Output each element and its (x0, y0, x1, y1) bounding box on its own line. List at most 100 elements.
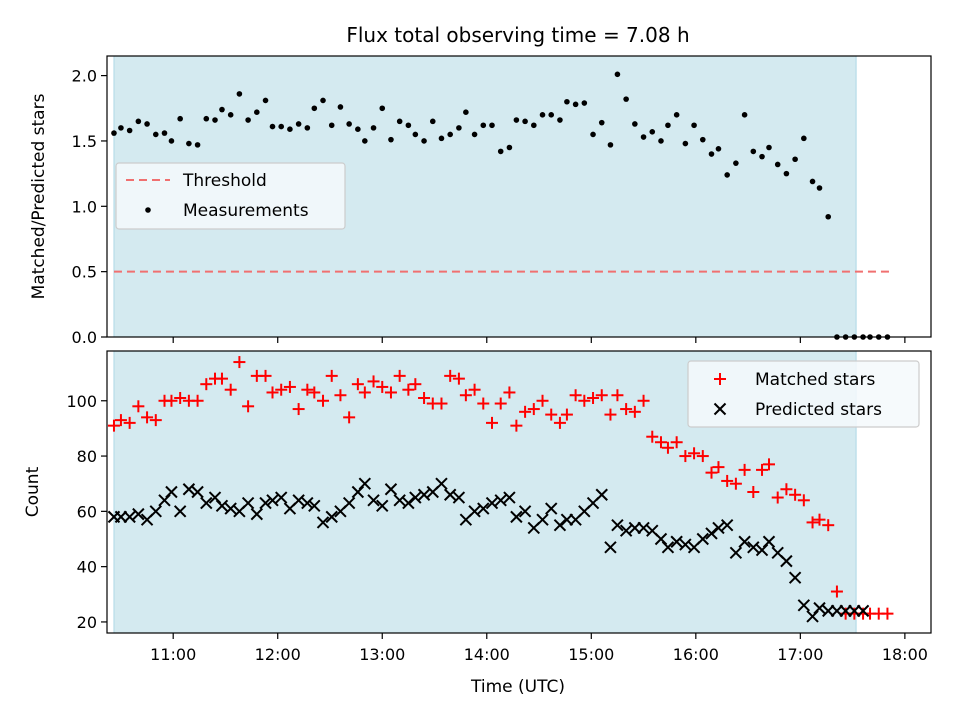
matched-star-point (343, 411, 356, 424)
predicted-star-point (409, 491, 422, 504)
measurement-point (816, 185, 823, 191)
measurement-point (262, 97, 269, 104)
predicted-star-point (762, 535, 776, 548)
measurements-legend-swatch (145, 207, 151, 213)
measurement-point (766, 144, 772, 151)
predicted-star-point (545, 502, 558, 515)
matched-star-point (191, 394, 204, 407)
measurement-point (254, 109, 260, 115)
matched-star-point (527, 403, 540, 416)
predicted-star-point (417, 488, 431, 501)
measurement-point (144, 121, 150, 127)
predicted-star-point (637, 521, 650, 535)
predicted-star-point (712, 521, 725, 535)
predicted-star-point (536, 513, 549, 526)
matched-star-point (578, 394, 591, 407)
measurement-point (774, 161, 781, 168)
measurement-point (227, 112, 234, 118)
predicted-star-point (797, 599, 811, 612)
measurement-point (370, 125, 377, 131)
measurement-point (715, 145, 722, 152)
predicted-star-point (553, 518, 567, 532)
matched-star-point (519, 405, 532, 418)
matched-star-point (215, 372, 228, 385)
measurement-point (388, 136, 394, 143)
predicted-star-point (224, 502, 237, 515)
predicted-star-point (788, 571, 802, 584)
measurement-point (177, 115, 183, 122)
measurement-point (471, 131, 478, 138)
predicted-star-point (780, 554, 793, 568)
matched-star-point (789, 488, 802, 501)
matched-star-point (595, 389, 608, 402)
matched-star-point (494, 397, 507, 410)
measurement-point (724, 172, 730, 178)
measurement-point (328, 122, 335, 129)
measurement-point (640, 134, 647, 140)
predicted-star-point (402, 496, 415, 510)
predicted-star-point (705, 527, 718, 540)
predicted-star-point (165, 485, 178, 499)
measurement-point (168, 138, 175, 144)
predicted-star-point (468, 505, 481, 518)
measurement-point (497, 148, 504, 155)
matched-star-point (688, 447, 701, 460)
predicted-star-point (301, 496, 314, 510)
matched-star-point (712, 461, 725, 474)
measurement-point (203, 115, 210, 122)
matched-star-point (762, 458, 775, 471)
bottom-y-tick-label: 100 (66, 392, 97, 411)
measurement-point (355, 126, 361, 132)
predicted-star-point (494, 494, 507, 507)
predicted-stars-points (107, 477, 870, 623)
matched-stars-legend-marker (714, 373, 726, 385)
measurement-point (682, 140, 689, 147)
measurement-point (152, 131, 159, 138)
predicted-stars-legend-label: Predicted stars (755, 400, 882, 420)
measurement-point (614, 71, 621, 78)
predicted-star-point (518, 505, 532, 518)
x-tick-label: 12:00 (255, 645, 301, 664)
matched-stars-points (107, 356, 894, 620)
predicted-star-point (358, 477, 372, 490)
matched-star-point (149, 414, 162, 427)
measurement-point (548, 112, 555, 118)
matched-star-point (620, 403, 633, 416)
matched-star-point (165, 394, 178, 407)
measurement-point (759, 153, 765, 160)
x-tick-label: 18:00 (882, 645, 928, 664)
predicted-star-point (308, 499, 321, 513)
predicted-star-point (384, 483, 398, 496)
bottom-y-tick-label: 40 (77, 558, 97, 577)
measurement-point (564, 98, 570, 105)
predicted-star-point (729, 546, 743, 560)
matched-star-point (813, 513, 826, 526)
predicted-star-point (813, 601, 826, 615)
matched-star-point (283, 380, 296, 393)
measurement-point (396, 118, 403, 125)
measurement-point (572, 101, 579, 108)
threshold-legend-label: Threshold (182, 171, 267, 191)
matched-star-point (721, 474, 734, 487)
matched-star-point (308, 386, 321, 399)
measurement-point (607, 142, 614, 148)
measurement-point (480, 122, 487, 129)
matched-star-point (200, 378, 213, 391)
matched-star-point (822, 519, 835, 532)
matched-star-point (114, 414, 127, 427)
x-tick-label: 14:00 (464, 645, 510, 664)
measurement-point (513, 117, 520, 123)
predicted-stars-legend-marker (713, 402, 727, 416)
measurement-point (658, 138, 664, 144)
matched-star-point (107, 419, 120, 432)
matched-stars-legend-swatch (714, 373, 726, 385)
measurement-point (118, 125, 124, 131)
top-panel: 0.00.51.01.52.0 Matched/Predicted stars … (29, 55, 932, 347)
bottom-y-tick-label: 60 (77, 502, 97, 521)
predicted-star-point (595, 488, 608, 501)
predicted-star-point (367, 494, 380, 507)
predicted-star-point (435, 477, 448, 490)
matched-star-point (705, 466, 718, 479)
predicted-star-point (679, 538, 692, 551)
top-y-axis-label: Matched/Predicted stars (29, 93, 49, 299)
